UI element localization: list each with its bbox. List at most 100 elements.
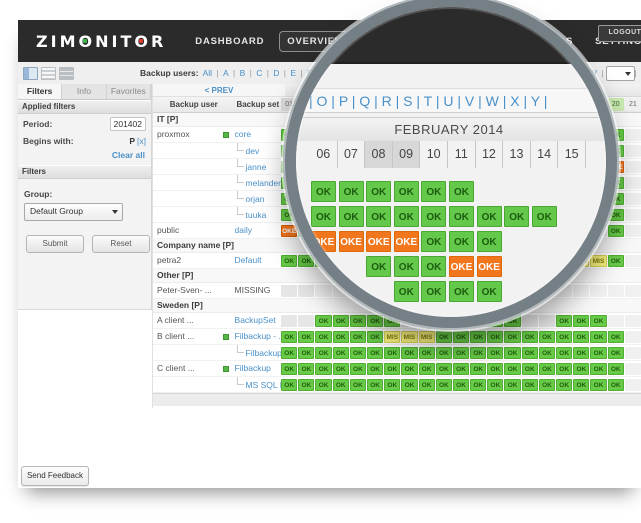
status-cell-ok[interactable]: OK: [556, 362, 573, 375]
status-cell-ok[interactable]: OK: [366, 346, 384, 359]
status-cell-ok[interactable]: OK: [452, 378, 470, 391]
status-cell-ok[interactable]: OK: [607, 224, 624, 237]
status-cell-mis[interactable]: MIS: [418, 330, 435, 343]
status-cell-ok[interactable]: OK: [281, 378, 298, 391]
status-cell-ok[interactable]: OK: [401, 346, 418, 359]
status-cell-ok[interactable]: OK: [521, 378, 538, 391]
status-cell-ok[interactable]: OK: [607, 254, 624, 267]
status-cell-ok[interactable]: OK: [590, 362, 607, 375]
page-size-dropdown[interactable]: [606, 66, 635, 81]
status-cell-ok[interactable]: OK: [315, 346, 332, 359]
backup-set-link[interactable]: tuuka: [245, 210, 267, 220]
status-cell-ok[interactable]: OK: [573, 362, 590, 375]
status-cell-ok[interactable]: OK: [315, 362, 332, 375]
status-cell-ok[interactable]: OK: [281, 346, 298, 359]
backup-users-letter-e[interactable]: E: [290, 68, 297, 78]
status-cell-ok[interactable]: OK: [418, 346, 435, 359]
status-cell-ok[interactable]: OK: [470, 378, 487, 391]
status-cell-ok[interactable]: OK: [332, 362, 349, 375]
status-cell-ok[interactable]: OK: [435, 378, 452, 391]
status-cell-oke[interactable]: OKE: [281, 224, 298, 237]
backup-set-link[interactable]: Filbackup - ...: [234, 331, 282, 341]
status-cell-ok[interactable]: OK: [470, 346, 487, 359]
status-cell-mis[interactable]: MIS: [384, 330, 401, 343]
sidebar-tab-info[interactable]: Info: [62, 84, 107, 99]
status-cell-ok[interactable]: OK: [504, 330, 521, 343]
status-cell-ok[interactable]: OK: [452, 330, 470, 343]
backup-set-link[interactable]: core: [234, 129, 252, 139]
status-cell-ok[interactable]: OK: [607, 362, 624, 375]
status-cell-ok[interactable]: OK: [452, 362, 470, 375]
backup-users-letter-d[interactable]: D: [273, 68, 280, 78]
status-cell-ok[interactable]: OK: [538, 346, 556, 359]
status-cell-ok[interactable]: OK: [573, 346, 590, 359]
backup-set-link[interactable]: MS SQL Backup: [245, 380, 282, 390]
status-cell-ok[interactable]: OK: [366, 378, 384, 391]
group-dropdown[interactable]: Default Group: [24, 203, 123, 221]
status-cell-ok[interactable]: OK: [607, 378, 624, 391]
status-cell-ok[interactable]: OK: [435, 346, 452, 359]
remove-filter-link[interactable]: [x]: [137, 136, 146, 146]
status-cell-ok[interactable]: OK: [366, 362, 384, 375]
status-cell-ok[interactable]: OK: [590, 314, 607, 327]
status-cell-ok[interactable]: OK: [315, 314, 332, 327]
status-cell-ok[interactable]: OK: [332, 346, 349, 359]
status-cell-mis[interactable]: MIS: [590, 254, 607, 267]
status-cell-ok[interactable]: OK: [487, 378, 504, 391]
status-cell-ok[interactable]: OK: [435, 362, 452, 375]
status-cell-ok[interactable]: OK: [573, 330, 590, 343]
backup-set-link[interactable]: melander: [245, 178, 281, 188]
status-cell-ok[interactable]: OK: [521, 330, 538, 343]
send-feedback-button[interactable]: Send Feedback: [21, 466, 89, 486]
status-cell-ok[interactable]: OK: [332, 314, 349, 327]
status-cell-ok[interactable]: OK: [401, 378, 418, 391]
reset-button[interactable]: Reset: [92, 235, 150, 253]
status-cell-ok[interactable]: OK: [298, 330, 315, 343]
status-cell-ok[interactable]: OK: [452, 346, 470, 359]
backup-set-link[interactable]: janne: [245, 162, 267, 172]
status-cell-ok[interactable]: OK: [470, 330, 487, 343]
status-cell-ok[interactable]: OK: [504, 346, 521, 359]
submit-button[interactable]: Submit: [26, 235, 84, 253]
sidebar-tab-favorites[interactable]: Favorites: [106, 84, 151, 99]
sidebar-tab-filters[interactable]: Filters: [18, 84, 63, 99]
status-cell-ok[interactable]: OK: [332, 330, 349, 343]
status-cell-ok[interactable]: OK: [332, 378, 349, 391]
status-cell-ok[interactable]: OK: [521, 362, 538, 375]
status-cell-ok[interactable]: OK: [556, 330, 573, 343]
clear-all-link[interactable]: Clear all: [111, 150, 145, 160]
status-cell-ok[interactable]: OK: [573, 378, 590, 391]
backup-set-link[interactable]: dev: [245, 146, 260, 156]
status-cell-ok[interactable]: OK: [349, 378, 366, 391]
backup-set-link[interactable]: Default: [234, 255, 262, 265]
status-cell-ok[interactable]: OK: [573, 314, 590, 327]
status-cell-ok[interactable]: OK: [349, 314, 366, 327]
status-cell-ok[interactable]: OK: [556, 314, 573, 327]
status-cell-ok[interactable]: OK: [298, 254, 315, 267]
status-cell-ok[interactable]: OK: [384, 362, 401, 375]
grid-view-icon[interactable]: [59, 67, 74, 80]
status-cell-ok[interactable]: OK: [384, 346, 401, 359]
status-cell-ok[interactable]: OK: [521, 346, 538, 359]
status-cell-ok[interactable]: OK: [366, 314, 384, 327]
status-cell-ok[interactable]: OK: [590, 330, 607, 343]
status-cell-ok[interactable]: OK: [315, 378, 332, 391]
nav-item-dashboard[interactable]: DASHBOARD: [195, 35, 265, 47]
backup-set-link[interactable]: BackupSet: [234, 315, 276, 325]
status-cell-ok[interactable]: OK: [281, 254, 298, 267]
status-cell-mis[interactable]: MIS: [401, 330, 418, 343]
status-cell-ok[interactable]: OK: [504, 378, 521, 391]
backup-users-letter-a[interactable]: A: [222, 68, 229, 78]
status-cell-ok[interactable]: OK: [487, 362, 504, 375]
status-cell-ok[interactable]: OK: [487, 346, 504, 359]
status-cell-ok[interactable]: OK: [556, 346, 573, 359]
status-cell-ok[interactable]: OK: [384, 378, 401, 391]
status-cell-ok[interactable]: OK: [487, 330, 504, 343]
status-cell-ok[interactable]: OK: [590, 346, 607, 359]
prev-month-link[interactable]: < PREV: [153, 84, 285, 97]
status-cell-ok[interactable]: OK: [349, 346, 366, 359]
status-cell-ok[interactable]: OK: [607, 346, 624, 359]
status-cell-ok[interactable]: OK: [366, 330, 384, 343]
status-cell-ok[interactable]: OK: [298, 378, 315, 391]
status-cell-ok[interactable]: OK: [607, 330, 624, 343]
